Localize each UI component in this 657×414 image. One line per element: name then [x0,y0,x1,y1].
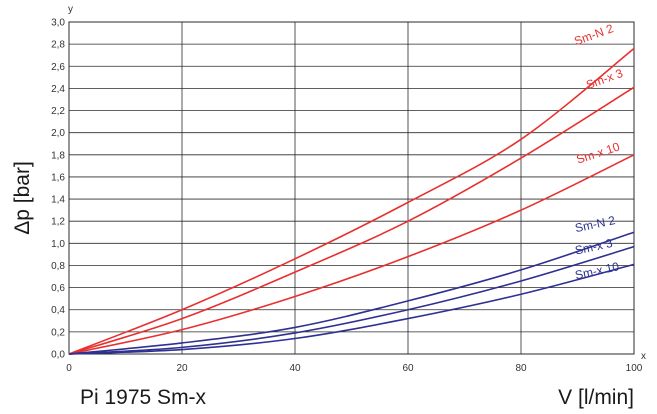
series-line [68,154,635,355]
series-line [68,245,635,355]
tick-labels: 0,0 0,2 0,4 0,6 0,8 1,0 1,2 1,4 1,6 1,8 2,0 2,2 2,4 2… [51,18,643,375]
y-tick-label: 2,8 [51,40,65,51]
series-lines [68,47,635,355]
x-tick-label: 0 [66,363,72,374]
y-tick-label: 1,6 [51,172,65,183]
x-tick-label: 100 [626,363,643,374]
y-tick-label: 1,4 [51,195,65,206]
y-tick-label: 2,6 [51,62,65,73]
series-line [68,263,635,355]
y-tick-label: 0,6 [51,283,65,294]
series-line [68,86,635,355]
y-tick-label: 0,0 [51,350,65,361]
y-tick-label: 3,0 [51,18,65,29]
x-tick-label: 40 [289,363,301,374]
x-tick-label: 60 [402,363,414,374]
x-axis-letter: x [641,351,646,362]
x-axis-title: V [l/min] [558,386,634,409]
series-line [68,231,635,355]
grid [68,21,635,355]
y-tick-label: 1,0 [51,239,65,250]
plot-frame [68,21,635,355]
chart-caption: Pi 1975 Sm-x [80,386,207,409]
y-tick-label: 1,8 [51,150,65,161]
x-tick-label: 20 [176,363,188,374]
y-tick-label: 0,2 [51,327,65,338]
y-tick-label: 2,2 [51,106,65,117]
y-tick-label: 2,0 [51,128,65,139]
y-axis-letter: y [68,4,73,15]
y-tick-label: 0,8 [51,261,65,272]
series-line [68,47,635,355]
y-tick-label: 0,4 [51,305,65,316]
y-axis-title: Δp [bar] [11,161,34,235]
x-tick-label: 80 [515,363,527,374]
y-tick-label: 2,4 [51,84,65,95]
y-tick-label: 1,2 [51,217,65,228]
